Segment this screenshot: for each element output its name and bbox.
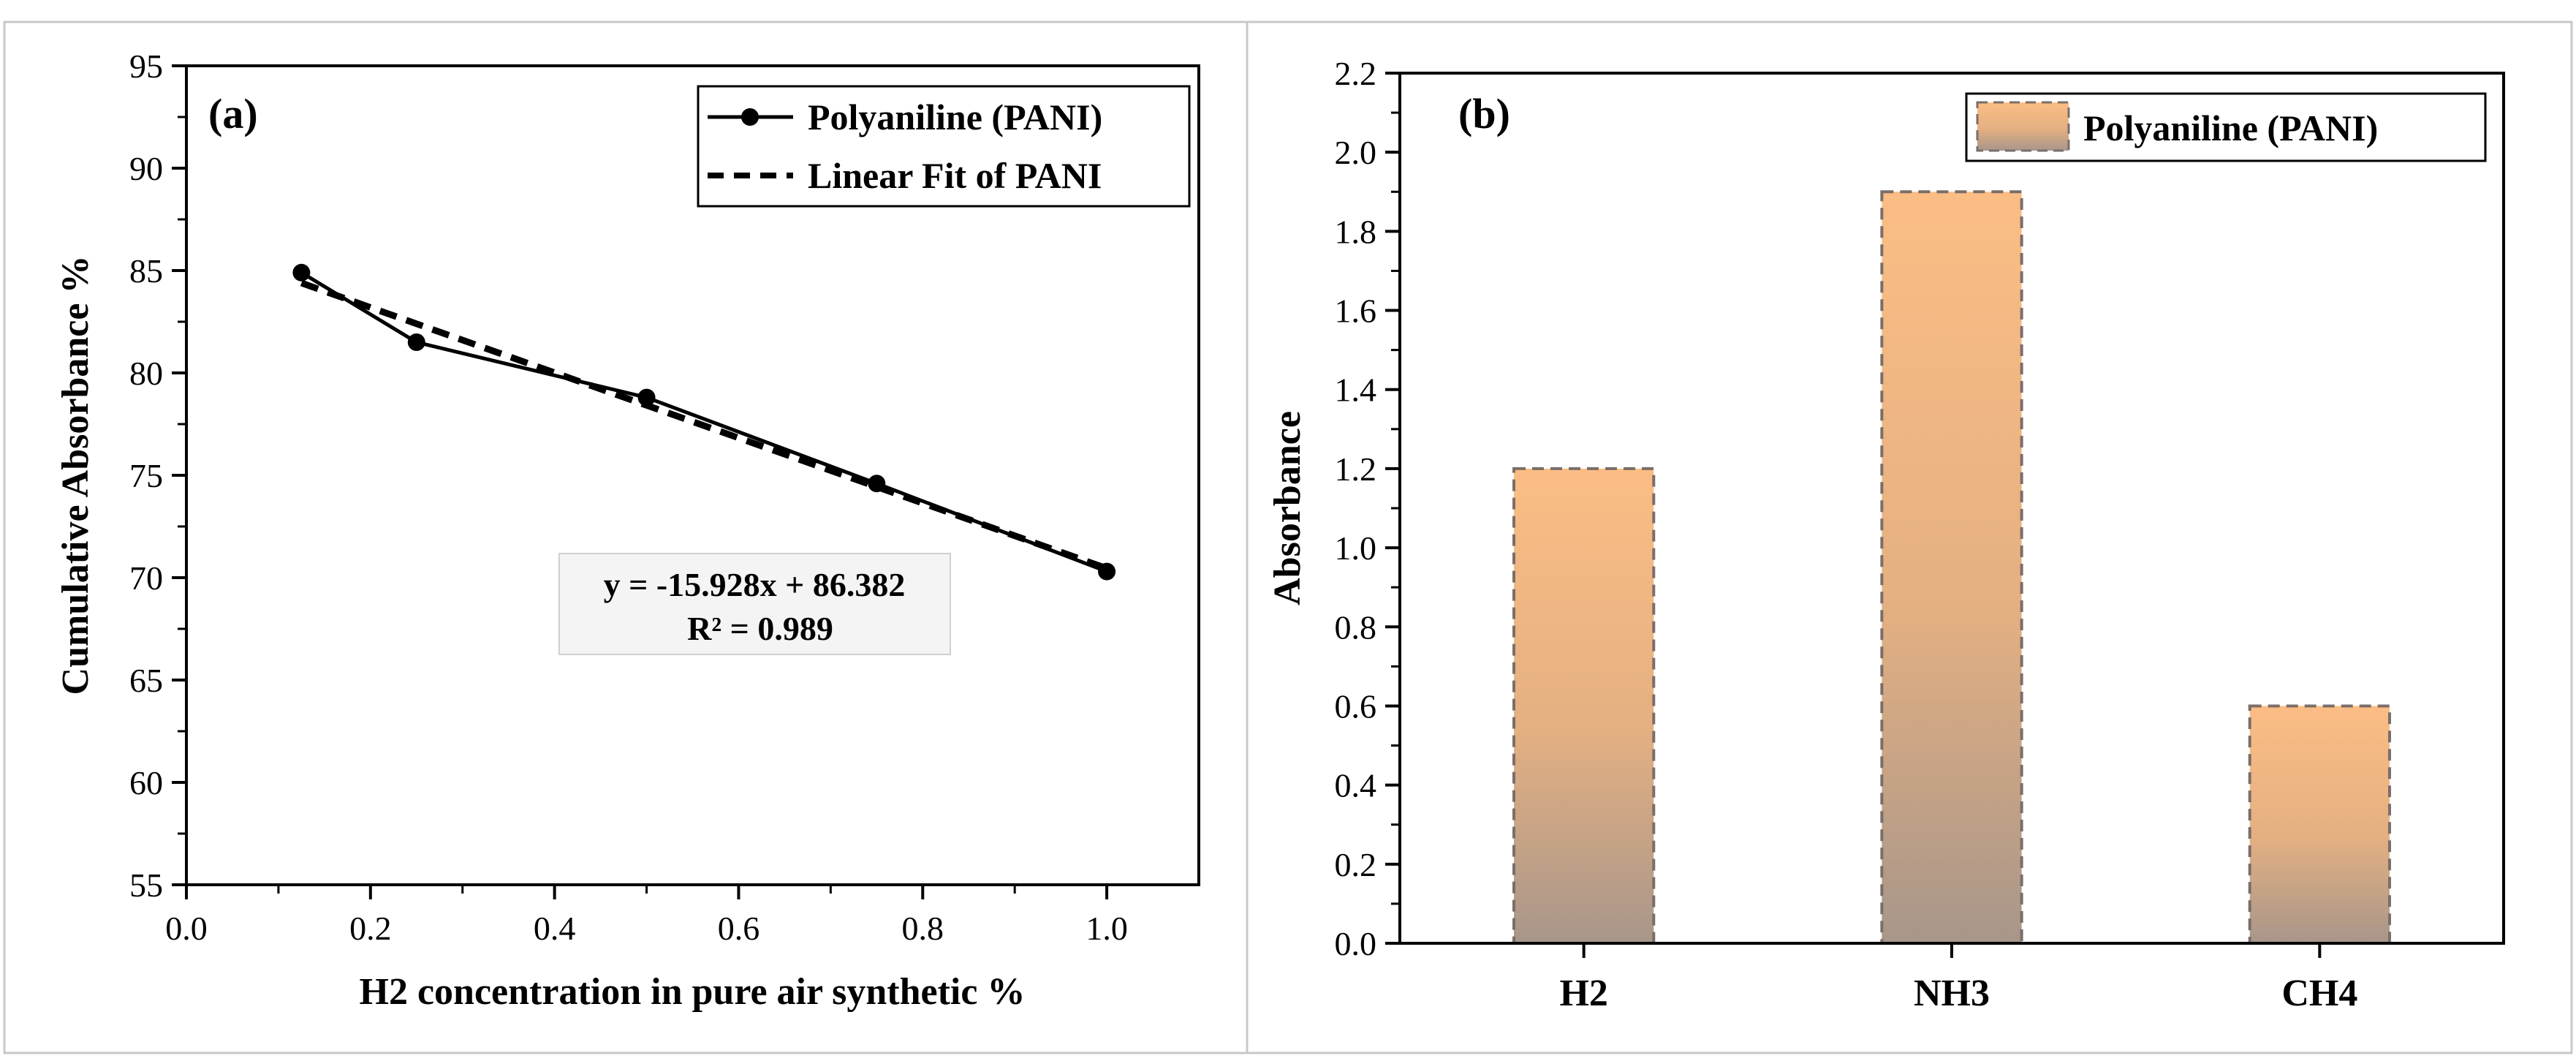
panel-a-x-axis-title: H2 concentration in pure air synthetic % — [360, 971, 1026, 1013]
panel-b-y-tick-label: 0.8 — [1335, 608, 1377, 646]
panel-b-bar-h2 — [1512, 467, 1656, 945]
panel-b-y-tick-labels: 0.0 0.2 0.4 0.6 0.8 1.0 1.2 1.4 1.6 1.8 2.0 2.2 — [1335, 55, 1377, 962]
panel-a-y-tick-labels: 55 60 65 70 75 80 85 90 95 — [129, 48, 163, 904]
panel-b-y-tick-label: 1.4 — [1335, 371, 1377, 409]
panel-a-x-tick-label: 0.8 — [902, 910, 944, 947]
panel-a-y-tick-label: 80 — [129, 355, 163, 392]
panel-a-y-tick-label: 85 — [129, 252, 163, 290]
panel-b-plot-frame — [1398, 72, 2505, 945]
panel-b-y-tick-label: 0.0 — [1335, 925, 1377, 962]
panel-b-bar-nh3 — [1880, 190, 2023, 945]
panel-b-bar-ch4 — [2248, 704, 2391, 945]
panel-b-y-tick-label: 0.6 — [1335, 687, 1377, 725]
panel-a-x-tick-labels: 0.0 0.2 0.4 0.6 0.8 1.0 — [165, 910, 1128, 947]
panel-a-pani-line — [300, 271, 1107, 573]
panel-a-label: (a) — [208, 90, 258, 137]
panel-a-plot-frame — [185, 64, 1200, 886]
panel-a-y-tick-label: 65 — [129, 662, 163, 699]
panel-b-label: (b) — [1458, 90, 1510, 137]
panel-b-x-tick-label: CH4 — [2281, 973, 2357, 1014]
panel-a-legend-box — [697, 85, 1191, 208]
panel-a-data-point — [868, 475, 886, 493]
panel-a-y-tick-label: 70 — [129, 559, 163, 597]
panel-b-bar-chart: (b) H2 NH3 CH4 0.0 0.2 0.4 0.6 0.8 1.0 1.2 1.4 1.6… — [1267, 55, 2505, 1014]
panel-a-y-axis-title: Cumulative Absorbance % — [55, 256, 96, 695]
panel-a-line-chart: (a) 0.0 0.2 0.4 0.6 0.8 1.0 55 60 65 70 75 80 85 90 9… — [55, 48, 1200, 1013]
panel-b-legend-swatch — [1976, 101, 2070, 152]
panel-b-x-tick-label: H2 — [1559, 973, 1607, 1014]
panel-b-legend: Polyaniline (PANI) — [1965, 92, 2487, 162]
panel-a-equation-box: y = -15.928x + 86.382 R² = 0.989 — [558, 553, 951, 655]
panel-b-y-tick-label: 0.2 — [1335, 846, 1377, 883]
panel-a-x-tick-label: 1.0 — [1086, 910, 1128, 947]
panel-a-legend-label-pani: Polyaniline (PANI) — [808, 97, 1102, 137]
panel-b-y-tick-label: 1.2 — [1335, 450, 1377, 488]
panel-a-y-tick-label: 75 — [129, 457, 163, 494]
panel-a-y-tick-label: 55 — [129, 866, 163, 904]
panel-b-frame — [1246, 20, 2573, 1054]
panel-a-r-squared: R² = 0.989 — [687, 610, 833, 647]
panel-a-legend: Polyaniline (PANI) Linear Fit of PANI — [697, 85, 1191, 208]
panel-a-data-point — [637, 388, 656, 407]
panel-a-y-tick-label: 60 — [129, 764, 163, 801]
panel-b-legend-label: Polyaniline (PANI) — [2083, 107, 2378, 148]
panel-a-data-point — [407, 333, 425, 351]
panel-a-x-tick-label: 0.4 — [534, 910, 576, 947]
panel-a-x-tick-label: 0.2 — [349, 910, 392, 947]
panel-b-x-tick-labels: H2 NH3 CH4 — [1559, 973, 2357, 1014]
panel-a-x-tick-label: 0.6 — [718, 910, 760, 947]
panel-a-equation-bg — [558, 553, 951, 655]
panel-a-y-tick-label: 95 — [129, 48, 163, 85]
panel-b-x-tick-label: NH3 — [1914, 973, 1990, 1014]
panel-a-y-tick-label: 90 — [129, 150, 163, 187]
panel-b-y-tick-label: 2.2 — [1335, 55, 1377, 92]
panel-a-legend-label-fit: Linear Fit of PANI — [808, 155, 1102, 196]
panel-a-data-point — [292, 263, 311, 282]
panel-a-series — [292, 263, 1116, 581]
panel-b-y-tick-label: 2.0 — [1335, 134, 1377, 171]
panel-b-bars — [1512, 190, 2391, 945]
panel-a-equation: y = -15.928x + 86.382 — [604, 566, 906, 603]
panel-a-x-tick-label: 0.0 — [165, 910, 208, 947]
panel-b-y-axis-title: Absorbance — [1267, 411, 1308, 605]
panel-b-y-tick-label: 1.0 — [1335, 529, 1377, 567]
panel-b-y-tick-label: 1.8 — [1335, 213, 1377, 250]
panel-a-legend-marker — [741, 108, 759, 126]
panel-b-y-tick-label: 0.4 — [1335, 767, 1377, 804]
panel-a-data-point — [1098, 562, 1116, 581]
panel-b-y-tick-label: 1.6 — [1335, 292, 1377, 330]
